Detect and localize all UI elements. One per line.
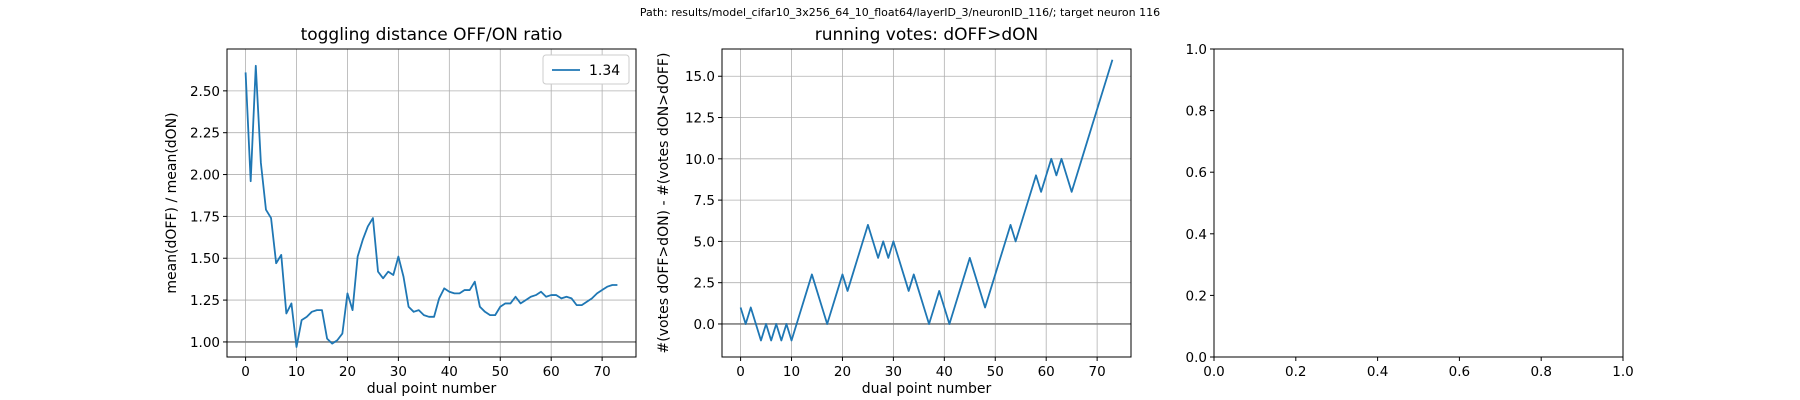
y-tick-label: 2.25 — [190, 126, 220, 142]
y-tick-label: 10.0 — [685, 152, 715, 168]
chart-panel-1: 0 10 20 30 40 50 60 70 1.00 1.25 1.50 1.75 2.00 2.25 2… — [164, 25, 637, 397]
x-tick-label: 1.0 — [1612, 364, 1633, 380]
axes-frame — [226, 48, 637, 358]
chart-panel-3: 0.0 0.2 0.4 0.6 0.8 1.0 0.0 0.2 0.4 0.6 0.8 1.0 — [1186, 42, 1634, 380]
x-tick-label: 0.6 — [1449, 364, 1470, 380]
x-tick-label: 60 — [543, 364, 560, 380]
x-tick-label: 0 — [241, 364, 250, 380]
chart-title: running votes: dOFF>dON — [815, 25, 1038, 45]
legend-box — [542, 54, 630, 85]
x-tick-label: 30 — [390, 364, 407, 380]
y-tick-label: 0.2 — [1186, 288, 1207, 304]
y-axis-label: #(votes dOFF>dON) - #(votes dON>dOFF) — [656, 53, 672, 354]
x-tick-label: 30 — [885, 364, 902, 380]
x-tick-label: 40 — [441, 364, 458, 380]
y-tick-label: 1.25 — [190, 293, 220, 309]
panels: 0 10 20 30 40 50 60 701.001.251.501.752.002.252… — [164, 25, 1634, 397]
legend: 1.34 — [542, 54, 630, 85]
y-tick-label: 12.5 — [685, 111, 715, 127]
x-tick-label: 0.8 — [1530, 364, 1551, 380]
x-tick-label: 50 — [987, 364, 1004, 380]
chart-panel-2: 0 10 20 30 40 50 60 70 0.0 2.5 5.0 7.5 10.0 12.5 15.0 r… — [656, 25, 1132, 397]
axes-frame — [1213, 48, 1624, 358]
x-tick-label: 0.2 — [1285, 364, 1306, 380]
figure-suptitle: Path: results/model_cifar10_3x256_64_10_… — [640, 6, 1160, 19]
x-tick-label: 0.0 — [1203, 364, 1224, 380]
y-tick-label: 0.0 — [694, 317, 715, 333]
series-line-1 — [739, 59, 1114, 342]
y-axis-label: mean(dOFF) / mean(dON) — [164, 112, 180, 293]
y-tick-label: 1.00 — [190, 335, 220, 351]
x-tick-label: 0 — [736, 364, 745, 380]
y-tick-label: 1.75 — [190, 209, 220, 225]
x-tick-label: 70 — [594, 364, 611, 380]
y-tick-label: 15.0 — [685, 69, 715, 85]
series-line-1 — [244, 64, 618, 348]
axes-frame — [721, 48, 1132, 358]
x-tick-label: 70 — [1089, 364, 1106, 380]
legend-label: 1.34 — [589, 63, 620, 79]
x-tick-label: 60 — [1038, 364, 1055, 380]
x-axis-label: dual point number — [862, 381, 992, 397]
y-tick-label: 7.5 — [694, 193, 715, 209]
y-tick-label: 0.6 — [1186, 165, 1207, 181]
x-tick-label: 40 — [936, 364, 953, 380]
x-tick-label: 0.4 — [1367, 364, 1388, 380]
x-tick-label: 10 — [783, 364, 800, 380]
y-tick-label: 1.50 — [190, 251, 220, 267]
y-tick-label: 1.0 — [1186, 42, 1207, 58]
y-tick-label: 0.4 — [1186, 227, 1207, 243]
x-tick-label: 20 — [834, 364, 851, 380]
y-tick-label: 2.50 — [190, 84, 220, 100]
x-axis-label: dual point number — [367, 381, 497, 397]
y-tick-label: 0.8 — [1186, 104, 1207, 120]
x-tick-label: 10 — [288, 364, 305, 380]
y-tick-label: 2.00 — [190, 168, 220, 184]
x-tick-label: 50 — [492, 364, 509, 380]
chart-title: toggling distance OFF/ON ratio — [301, 25, 563, 45]
x-tick-label: 20 — [339, 364, 356, 380]
y-tick-label: 2.5 — [694, 276, 715, 292]
y-tick-label: 5.0 — [694, 234, 715, 250]
y-tick-label: 0.0 — [1186, 350, 1207, 366]
